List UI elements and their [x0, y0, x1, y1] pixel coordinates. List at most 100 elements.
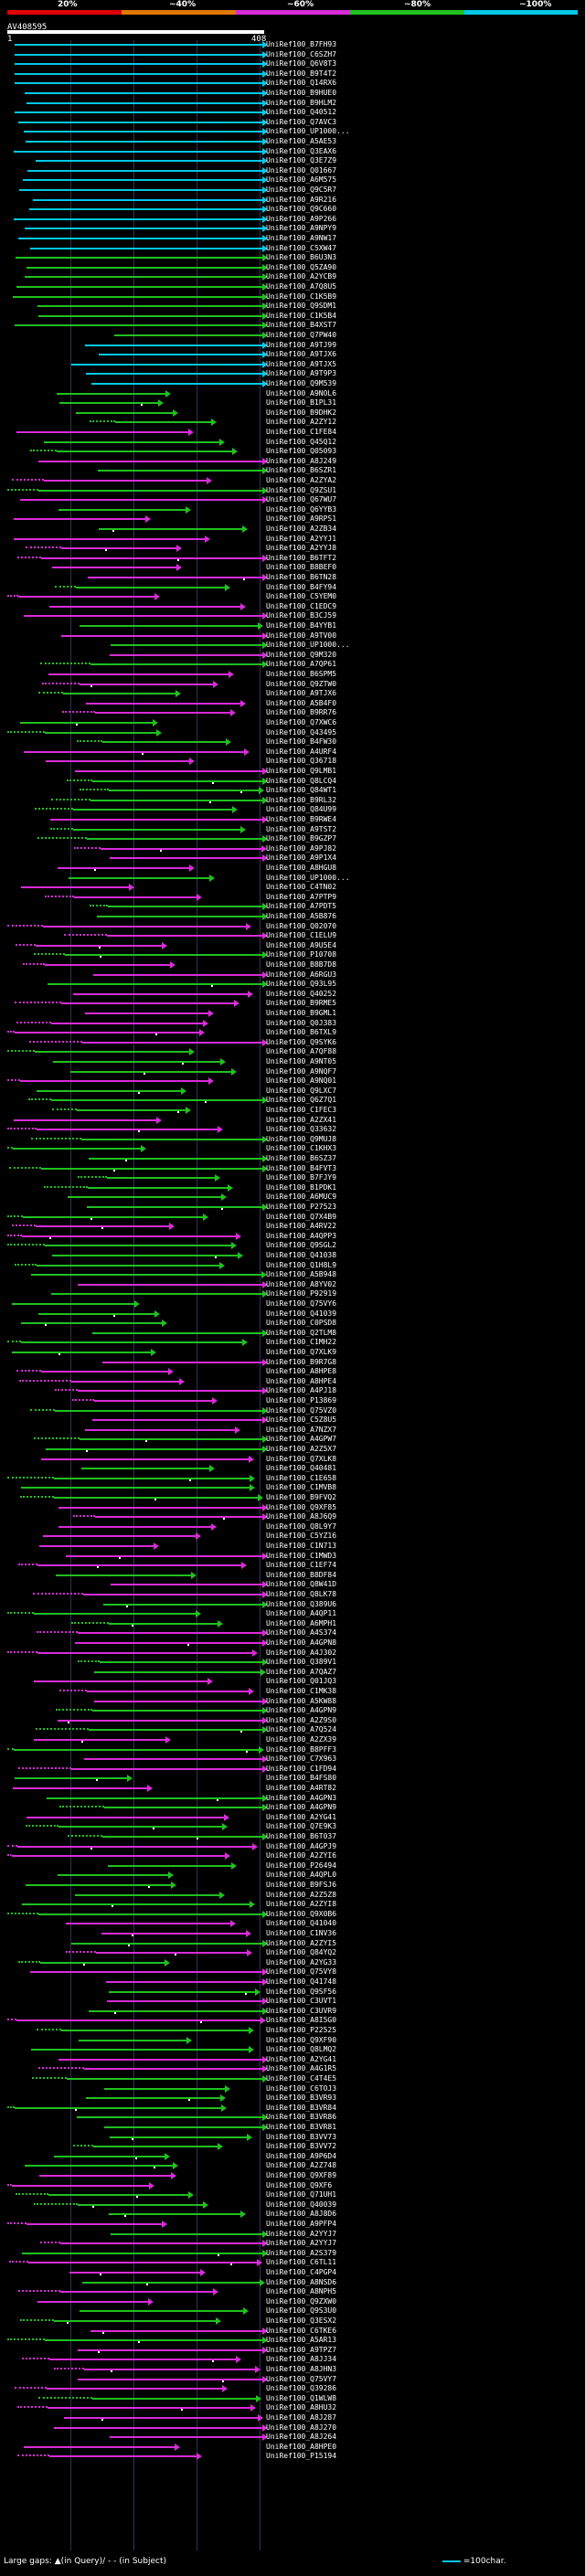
hit-link[interactable]: UniRef100_A2ZYI8 — [266, 1900, 337, 1909]
hit-link[interactable]: UniRef100_B4XST7 — [266, 321, 337, 330]
hit-link[interactable]: UniRef100_B7FJY9 — [266, 1173, 337, 1182]
hit-link[interactable]: UniRef100_A2ZYA2 — [266, 476, 337, 484]
hit-link[interactable]: UniRef100_C0PSD8 — [266, 1319, 337, 1328]
hit-link[interactable]: UniRef100_C5XW47 — [266, 243, 337, 252]
hit-link[interactable]: UniRef100_A9TPZ7 — [266, 2345, 337, 2354]
hit-link[interactable]: UniRef100_Q01667 — [266, 165, 337, 175]
hit-link[interactable]: UniRef100_P15194 — [266, 2452, 337, 2461]
hit-link[interactable]: UniRef100_A8YV02 — [266, 1279, 337, 1288]
hit-link[interactable]: UniRef100_B1PDK1 — [266, 1182, 337, 1192]
hit-link[interactable]: UniRef100_A2YG41 — [266, 1812, 337, 1821]
hit-link[interactable]: UniRef100_A4RV22 — [266, 1222, 337, 1231]
hit-link[interactable]: UniRef100_B6SZ37 — [266, 1154, 337, 1162]
hit-link[interactable]: UniRef100_B9DHK2 — [266, 408, 337, 417]
hit-link[interactable]: UniRef100_Q01JQ3 — [266, 1677, 337, 1686]
hit-link[interactable]: UniRef100_C4T4E5 — [266, 2074, 337, 2083]
hit-link[interactable]: UniRef100_A4J302 — [266, 1648, 337, 1657]
hit-link[interactable]: UniRef100_A7Q524 — [266, 1725, 337, 1734]
hit-link[interactable]: UniRef100_A2YYJ1 — [266, 534, 337, 543]
hit-link[interactable]: UniRef100_A6M575 — [266, 175, 337, 185]
hit-link[interactable]: UniRef100_A4URF4 — [266, 747, 337, 756]
hit-link[interactable]: UniRef100_P10708 — [266, 950, 337, 959]
hit-link[interactable]: UniRef100_C1FEC3 — [266, 1106, 337, 1114]
hit-link[interactable]: UniRef100_B9FSJ6 — [266, 1881, 337, 1889]
hit-link[interactable]: UniRef100_C1ELU9 — [266, 931, 337, 940]
hit-link[interactable]: UniRef100_Q3EAX6 — [266, 146, 337, 155]
hit-link[interactable]: UniRef100_B8B7D8 — [266, 960, 337, 969]
hit-link[interactable]: UniRef100_Q9SDM1 — [266, 302, 337, 311]
hit-link[interactable]: UniRef100_Q9ZXW0 — [266, 2296, 337, 2306]
hit-link[interactable]: UniRef100_Q75VY8 — [266, 1967, 337, 1977]
hit-link[interactable]: UniRef100_P26494 — [266, 1860, 337, 1870]
hit-link[interactable]: UniRef100_Q9X0B6 — [266, 1909, 337, 1918]
hit-link[interactable]: UniRef100_B4FS80 — [266, 1774, 337, 1783]
hit-link[interactable]: UniRef100_Q3E7Z9 — [266, 156, 337, 165]
hit-link[interactable]: UniRef100_Q41039 — [266, 1309, 337, 1318]
hit-link[interactable]: UniRef100_B4FVT3 — [266, 1163, 337, 1172]
hit-link[interactable]: UniRef100_B9T4T2 — [266, 69, 337, 78]
hit-link[interactable]: UniRef100_Q45Q12 — [266, 437, 337, 446]
hit-link[interactable]: UniRef100_A8J6Q9 — [266, 1512, 337, 1521]
hit-link[interactable]: UniRef100_Q9XF90 — [266, 2035, 337, 2044]
hit-link[interactable]: UniRef100_C6TL11 — [266, 2258, 337, 2267]
hit-link[interactable]: UniRef100_A4GPN9 — [266, 1803, 337, 1812]
hit-link[interactable]: UniRef100_C5YZ16 — [266, 1532, 337, 1541]
hit-link[interactable]: UniRef100_A4QPL0 — [266, 1871, 337, 1880]
hit-link[interactable]: UniRef100_A5B948 — [266, 1270, 337, 1279]
hit-link[interactable]: UniRef100_Q9ZTW0 — [266, 679, 337, 688]
hit-link[interactable]: UniRef100_B9FVQ2 — [266, 1493, 337, 1501]
hit-link[interactable]: UniRef100_A8JJ34 — [266, 2355, 337, 2364]
hit-link[interactable]: UniRef100_Q9SF56 — [266, 1987, 337, 1996]
hit-link[interactable]: UniRef100_B3VR84 — [266, 2103, 337, 2112]
hit-link[interactable]: UniRef100_C5Z8U5 — [266, 1415, 337, 1425]
hit-link[interactable]: UniRef100_Q7PW40 — [266, 331, 337, 339]
hit-link[interactable]: UniRef100_A2Z9S0 — [266, 1715, 337, 1724]
hit-link[interactable]: UniRef100_Q2TLM8 — [266, 1328, 337, 1337]
hit-link[interactable]: UniRef100_B3VV73 — [266, 2132, 337, 2141]
hit-link[interactable]: UniRef100_A2YYJ7 — [266, 2239, 337, 2248]
hit-link[interactable]: UniRef100_B7FH93 — [266, 40, 337, 48]
hit-link[interactable]: UniRef100_Q33632 — [266, 1125, 337, 1134]
hit-link[interactable]: UniRef100_A2YYJ8 — [266, 544, 337, 553]
hit-link[interactable]: UniRef100_Q6YYB3 — [266, 504, 337, 514]
hit-link[interactable]: UniRef100_A9P1X4 — [266, 853, 337, 863]
hit-link[interactable]: UniRef100_A5AR13 — [266, 2336, 337, 2345]
hit-link[interactable]: UniRef100_Q9LMB1 — [266, 767, 337, 775]
hit-link[interactable]: UniRef100_A9NPY9 — [266, 224, 337, 233]
hit-link[interactable]: UniRef100_A5KW88 — [266, 1696, 337, 1705]
hit-link[interactable]: UniRef100_A9RPS1 — [266, 514, 337, 524]
hit-link[interactable]: UniRef100_P92919 — [266, 1289, 337, 1299]
hit-link[interactable]: UniRef100_Q39286 — [266, 2384, 337, 2393]
hit-link[interactable]: UniRef100_A2YYJ7 — [266, 2229, 337, 2238]
hit-link[interactable]: UniRef100_A8HPE4 — [266, 1376, 337, 1385]
hit-link[interactable]: UniRef100_P13869 — [266, 1396, 337, 1405]
hit-link[interactable]: UniRef100_Q05093 — [266, 447, 337, 456]
hit-link[interactable]: UniRef100_A9NOL6 — [266, 388, 337, 398]
hit-link[interactable]: UniRef100_C1FE84 — [266, 428, 337, 436]
hit-link[interactable]: UniRef100_C5YEM0 — [266, 592, 337, 601]
hit-link[interactable]: UniRef100_Q3ESX2 — [266, 2316, 337, 2325]
hit-link[interactable]: UniRef100_A9PFP4 — [266, 2220, 337, 2228]
hit-link[interactable]: UniRef100_C1FD94 — [266, 1764, 337, 1773]
hit-link[interactable]: UniRef100_A9NQF7 — [266, 1066, 337, 1076]
hit-link[interactable]: UniRef100_Q9XF89 — [266, 2171, 337, 2179]
hit-link[interactable]: UniRef100_B3VV72 — [266, 2142, 337, 2151]
hit-link[interactable]: UniRef100_C1KHX3 — [266, 1144, 337, 1153]
hit-link[interactable]: UniRef100_P22525 — [266, 2026, 337, 2034]
hit-link[interactable]: UniRef100_A2Z5Z8 — [266, 1890, 337, 1899]
hit-link[interactable]: UniRef100_Q389U6 — [266, 1599, 337, 1608]
hit-link[interactable]: UniRef100_A9PJ82 — [266, 843, 337, 853]
hit-link[interactable]: UniRef100_C3UVT1 — [266, 1997, 337, 2006]
hit-link[interactable]: UniRef100_A4GPN8 — [266, 1638, 337, 1647]
hit-link[interactable]: UniRef100_B9RME5 — [266, 999, 337, 1008]
hit-link[interactable]: UniRef100_B3VR81 — [266, 2123, 337, 2131]
hit-link[interactable]: UniRef100_B9HUE0 — [266, 89, 337, 97]
hit-link[interactable]: UniRef100_Q9M320 — [266, 650, 337, 659]
hit-link[interactable]: UniRef100_Q9XF85 — [266, 1502, 337, 1511]
hit-link[interactable]: UniRef100_A9TST2 — [266, 824, 337, 833]
hit-link[interactable]: UniRef100_A4PJ18 — [266, 1386, 337, 1395]
hit-link[interactable]: UniRef100_A9P266 — [266, 214, 337, 223]
hit-link[interactable]: UniRef100_B6TFT2 — [266, 553, 337, 562]
hit-link[interactable]: UniRef100_Q75VZ0 — [266, 1405, 337, 1415]
hit-link[interactable]: UniRef100_A4GPJ9 — [266, 1841, 337, 1850]
